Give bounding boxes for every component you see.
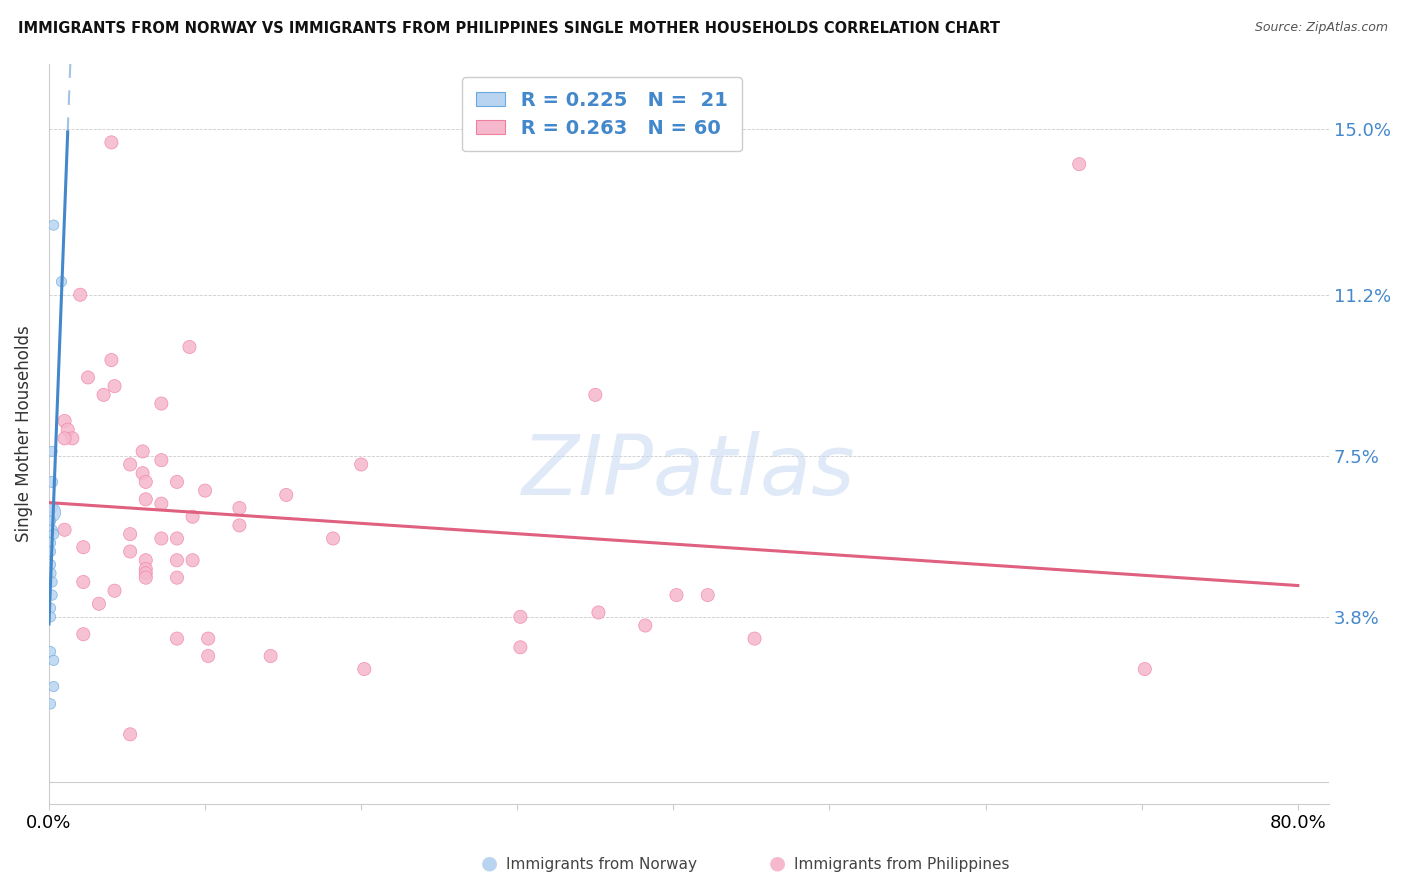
Point xyxy=(150,532,173,546)
Point xyxy=(39,645,62,659)
Point xyxy=(39,566,62,581)
Point xyxy=(322,532,344,546)
Point xyxy=(131,466,153,480)
Point xyxy=(100,136,122,150)
Point xyxy=(150,497,173,511)
Point xyxy=(72,540,94,554)
Point xyxy=(72,574,94,589)
Point xyxy=(197,632,219,646)
Point xyxy=(179,340,201,354)
Point xyxy=(41,501,63,516)
Point xyxy=(665,588,688,602)
Point xyxy=(634,618,657,632)
Point xyxy=(41,475,63,489)
Text: ZIPatlas: ZIPatlas xyxy=(522,431,856,511)
Point xyxy=(197,648,219,663)
Point xyxy=(509,610,531,624)
Point xyxy=(583,388,606,402)
Point xyxy=(42,218,65,232)
Point xyxy=(588,606,610,620)
Point xyxy=(39,601,62,615)
Text: Source: ZipAtlas.com: Source: ZipAtlas.com xyxy=(1254,21,1388,34)
Text: ●: ● xyxy=(481,854,498,872)
Point xyxy=(1133,662,1156,676)
Point xyxy=(135,475,157,489)
Point xyxy=(166,532,188,546)
Point xyxy=(77,370,100,384)
Point xyxy=(166,571,188,585)
Point xyxy=(744,632,766,646)
Point xyxy=(103,379,125,393)
Point xyxy=(135,571,157,585)
Point xyxy=(39,558,62,572)
Point xyxy=(166,475,188,489)
Point xyxy=(135,492,157,507)
Point xyxy=(41,523,63,537)
Point xyxy=(41,574,63,589)
Point xyxy=(1069,157,1091,171)
Point xyxy=(166,632,188,646)
Point xyxy=(228,501,250,516)
Point xyxy=(53,414,76,428)
Text: Immigrants from Norway: Immigrants from Norway xyxy=(506,857,697,872)
Point xyxy=(131,444,153,458)
Text: IMMIGRANTS FROM NORWAY VS IMMIGRANTS FROM PHILIPPINES SINGLE MOTHER HOUSEHOLDS C: IMMIGRANTS FROM NORWAY VS IMMIGRANTS FRO… xyxy=(18,21,1000,36)
Point xyxy=(103,583,125,598)
Point xyxy=(53,523,76,537)
Point xyxy=(41,444,63,458)
Point xyxy=(276,488,298,502)
Point xyxy=(150,453,173,467)
Point xyxy=(135,562,157,576)
Point xyxy=(87,597,110,611)
Point xyxy=(60,431,83,445)
Point xyxy=(350,458,373,472)
Point xyxy=(69,287,91,301)
Point xyxy=(166,553,188,567)
Point xyxy=(509,640,531,655)
Point xyxy=(93,388,115,402)
Point xyxy=(39,610,62,624)
Point xyxy=(259,648,281,663)
Point xyxy=(194,483,217,498)
Point xyxy=(181,509,204,524)
Point xyxy=(135,566,157,581)
Point xyxy=(39,544,62,558)
Y-axis label: Single Mother Households: Single Mother Households xyxy=(15,326,32,542)
Point xyxy=(42,653,65,667)
Legend:  R = 0.225   N =  21,  R = 0.263   N = 60: R = 0.225 N = 21, R = 0.263 N = 60 xyxy=(463,78,742,152)
Point xyxy=(39,505,62,519)
Point xyxy=(53,431,76,445)
Point xyxy=(42,527,65,541)
Point xyxy=(41,588,63,602)
Point xyxy=(150,396,173,410)
Point xyxy=(56,423,79,437)
Point xyxy=(39,514,62,528)
Point xyxy=(181,553,204,567)
Point xyxy=(135,553,157,567)
Point xyxy=(120,544,142,558)
Text: Immigrants from Philippines: Immigrants from Philippines xyxy=(794,857,1010,872)
Point xyxy=(120,727,142,741)
Point xyxy=(39,697,62,711)
Point xyxy=(72,627,94,641)
Point xyxy=(42,680,65,694)
Point xyxy=(353,662,375,676)
Point xyxy=(228,518,250,533)
Point xyxy=(51,275,73,289)
Point xyxy=(39,536,62,550)
Point xyxy=(696,588,718,602)
Point xyxy=(100,353,122,368)
Point xyxy=(120,458,142,472)
Text: ●: ● xyxy=(769,854,786,872)
Point xyxy=(120,527,142,541)
